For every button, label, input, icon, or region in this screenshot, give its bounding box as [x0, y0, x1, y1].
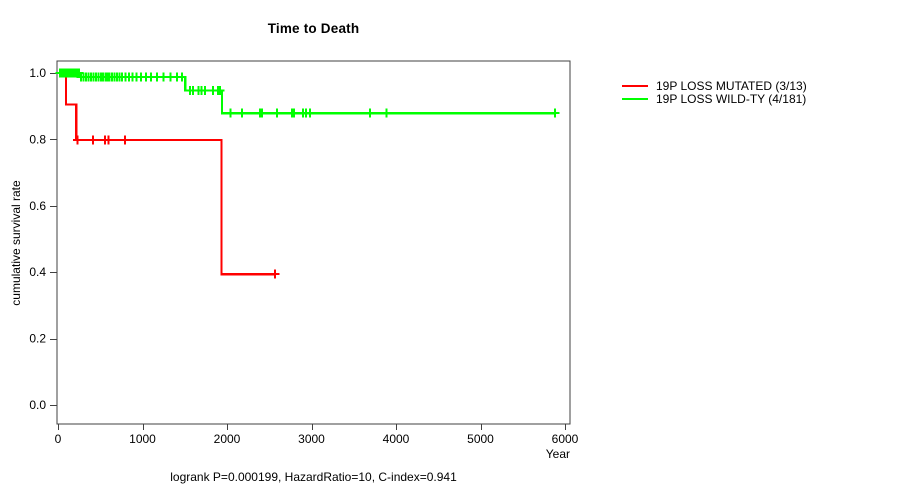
x-tick-label: 5000: [467, 432, 494, 446]
legend-swatch-mutated: [622, 85, 648, 88]
plot-box: [56, 60, 571, 425]
stats-annotation: logrank P=0.000199, HazardRatio=10, C-in…: [170, 470, 457, 484]
survival-curve-19p-loss-mutated-3-13: [58, 71, 276, 276]
legend-label-mutated: 19P LOSS MUTATED (3/13): [656, 79, 807, 94]
x-tick-label: 4000: [383, 432, 410, 446]
legend-item-mutated: 19P LOSS MUTATED (3/13): [622, 79, 807, 94]
legend-swatch-wildtype: [622, 97, 648, 100]
y-tick-label: 0.0: [29, 398, 46, 412]
x-tick-label: 2000: [214, 432, 241, 446]
chart-title: Time to Death: [267, 21, 360, 36]
x-tick-label: 1000: [129, 432, 156, 446]
y-axis-label: cumulative survival rate: [9, 180, 23, 306]
y-tick-label: 1.0: [29, 66, 46, 80]
x-axis-label: Year: [545, 447, 570, 461]
x-tick-label: 0: [55, 432, 62, 446]
y-tick-label: 0.6: [29, 199, 46, 213]
x-tick-label: 6000: [552, 432, 579, 446]
censor-marks-19p-loss-wild-ty-4-181: [55, 68, 560, 118]
legend: 19P LOSS MUTATED (3/13) 19P LOSS WILD-TY…: [622, 79, 807, 106]
censor-marks-19p-loss-mutated-3-13: [72, 135, 280, 279]
x-tick-label: 3000: [298, 432, 325, 446]
legend-label-wildtype: 19P LOSS WILD-TY (4/181): [656, 91, 807, 106]
legend-item-wildtype: 19P LOSS WILD-TY (4/181): [622, 91, 807, 106]
y-tick-label: 0.2: [29, 332, 46, 346]
y-tick-label: 0.8: [29, 132, 46, 146]
y-tick-label: 0.4: [29, 265, 46, 279]
